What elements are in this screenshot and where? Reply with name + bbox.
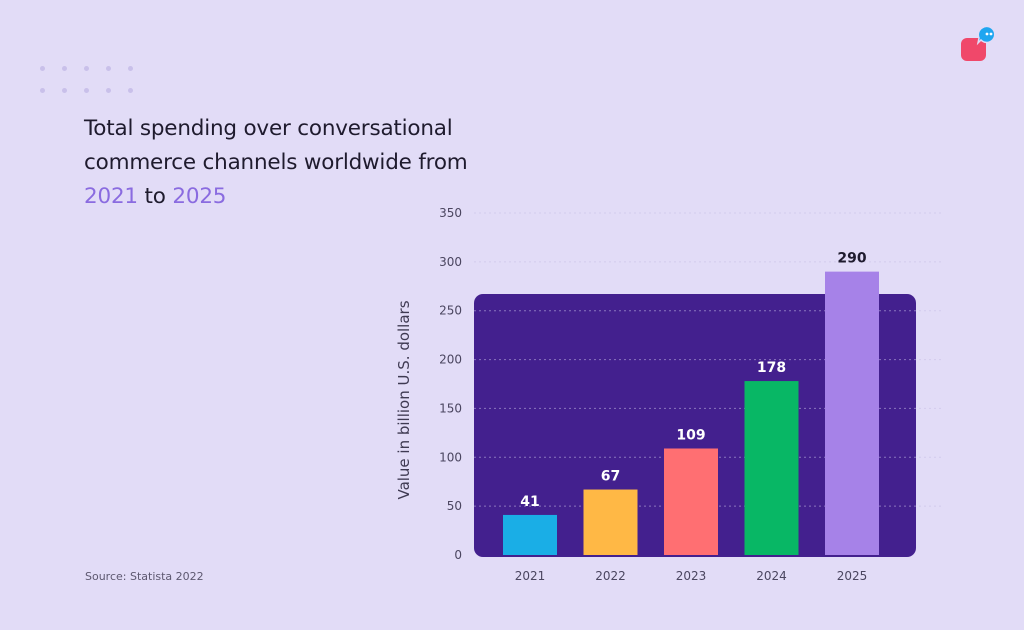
x-tick-label-2025: 2025 xyxy=(837,569,868,583)
bar-2023 xyxy=(664,448,718,555)
decorative-dots xyxy=(40,66,140,96)
y-tick-label: 300 xyxy=(439,255,462,269)
bars xyxy=(503,271,879,555)
decorative-dot xyxy=(106,66,111,71)
value-label-2022: 67 xyxy=(601,469,620,485)
source-note: Source: Statista 2022 xyxy=(85,570,204,583)
y-tick-label: 350 xyxy=(439,206,462,220)
value-label-2024: 178 xyxy=(757,360,786,376)
bar-2024 xyxy=(744,381,799,555)
x-axis-ticks: 2021 2022 2023 2024 2025 xyxy=(515,569,868,583)
value-label-2023: 109 xyxy=(676,427,705,443)
value-labels: 41 67 109 178 290 xyxy=(520,251,867,510)
value-label-2021: 41 xyxy=(520,494,539,510)
decorative-dot xyxy=(106,88,111,93)
y-tick-label: 250 xyxy=(439,304,462,318)
y-tick-label: 0 xyxy=(454,548,462,562)
decorative-dot xyxy=(128,66,133,71)
x-tick-label-2024: 2024 xyxy=(756,569,787,583)
y-tick-label: 150 xyxy=(439,401,462,415)
y-tick-label: 200 xyxy=(439,353,462,367)
title-text-part1: Total spending over conversational comme… xyxy=(84,116,468,175)
x-tick-label-2021: 2021 xyxy=(515,569,546,583)
title-year-end: 2025 xyxy=(172,184,227,209)
bar-2025 xyxy=(825,271,879,555)
decorative-dot xyxy=(62,66,67,71)
chart-title: Total spending over conversational comme… xyxy=(84,112,504,214)
decorative-dot xyxy=(128,88,133,93)
chat-bubble-icon xyxy=(958,22,1000,64)
decorative-dot xyxy=(84,66,89,71)
bar-2021 xyxy=(503,514,557,555)
decorative-dot xyxy=(40,88,45,93)
decorative-dot xyxy=(40,66,45,71)
y-tick-label: 50 xyxy=(447,499,462,513)
bar-2022 xyxy=(583,489,638,555)
value-label-2025: 290 xyxy=(837,251,866,267)
title-year-start: 2021 xyxy=(84,184,138,209)
decorative-dot xyxy=(84,88,89,93)
y-axis-ticks: 0 50 100 150 200 250 300 350 xyxy=(439,206,462,562)
title-text-part2: to xyxy=(137,184,173,209)
y-tick-label: 100 xyxy=(439,450,462,464)
x-tick-label-2023: 2023 xyxy=(676,569,707,583)
y-axis-label: Value in billion U.S. dollars xyxy=(395,300,413,499)
decorative-dot xyxy=(62,88,67,93)
x-tick-label-2022: 2022 xyxy=(595,569,626,583)
